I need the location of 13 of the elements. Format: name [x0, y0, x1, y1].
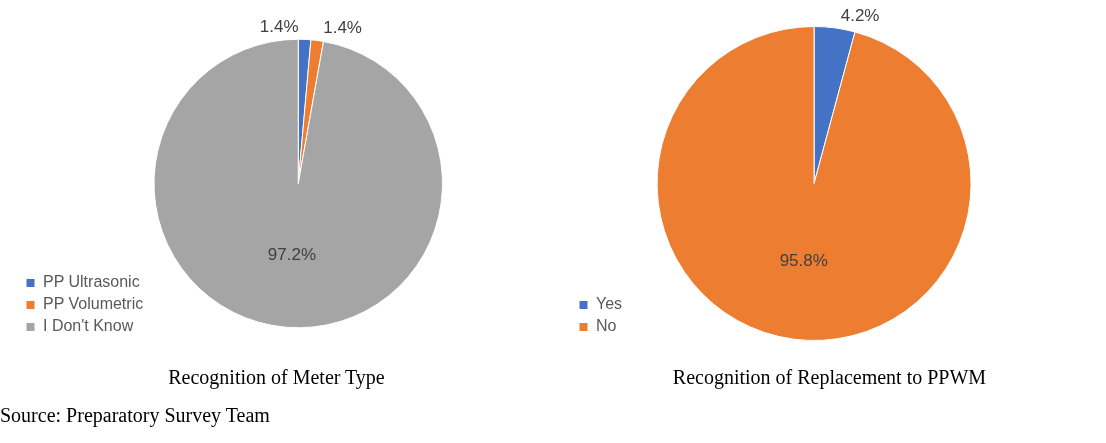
legend-label: No [596, 317, 617, 335]
data-label: 4.2% [840, 5, 880, 25]
legend-label: Yes [596, 295, 623, 313]
legend-label: PP Ultrasonic [43, 273, 140, 291]
legend-label: PP Volumetric [43, 295, 144, 313]
data-label: 1.4% [323, 18, 362, 38]
source-note: Source: Preparatory Survey Team [0, 404, 270, 427]
data-label: 95.8% [779, 251, 828, 271]
legend-label: I Don't Know [43, 317, 134, 335]
data-label: 97.2% [267, 245, 317, 265]
text: Recognition of Meter Type [167, 366, 386, 389]
text: Recognition of Replacement to PPWM [671, 366, 988, 389]
data-label: 1.4% [259, 17, 299, 37]
